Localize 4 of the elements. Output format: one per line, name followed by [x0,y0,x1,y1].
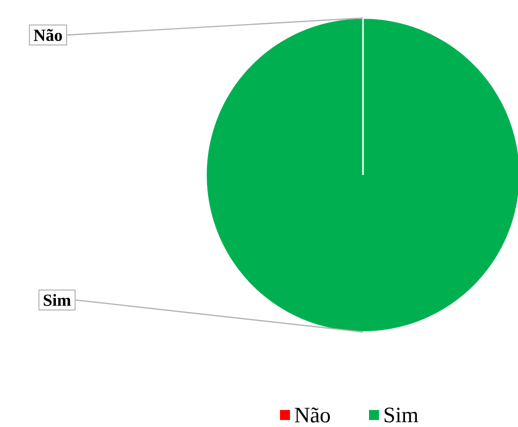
legend-label: Sim [384,408,418,422]
category-label: Não [34,29,62,41]
legend-label: Não [294,408,330,422]
slice-label: Sim [44,294,71,306]
